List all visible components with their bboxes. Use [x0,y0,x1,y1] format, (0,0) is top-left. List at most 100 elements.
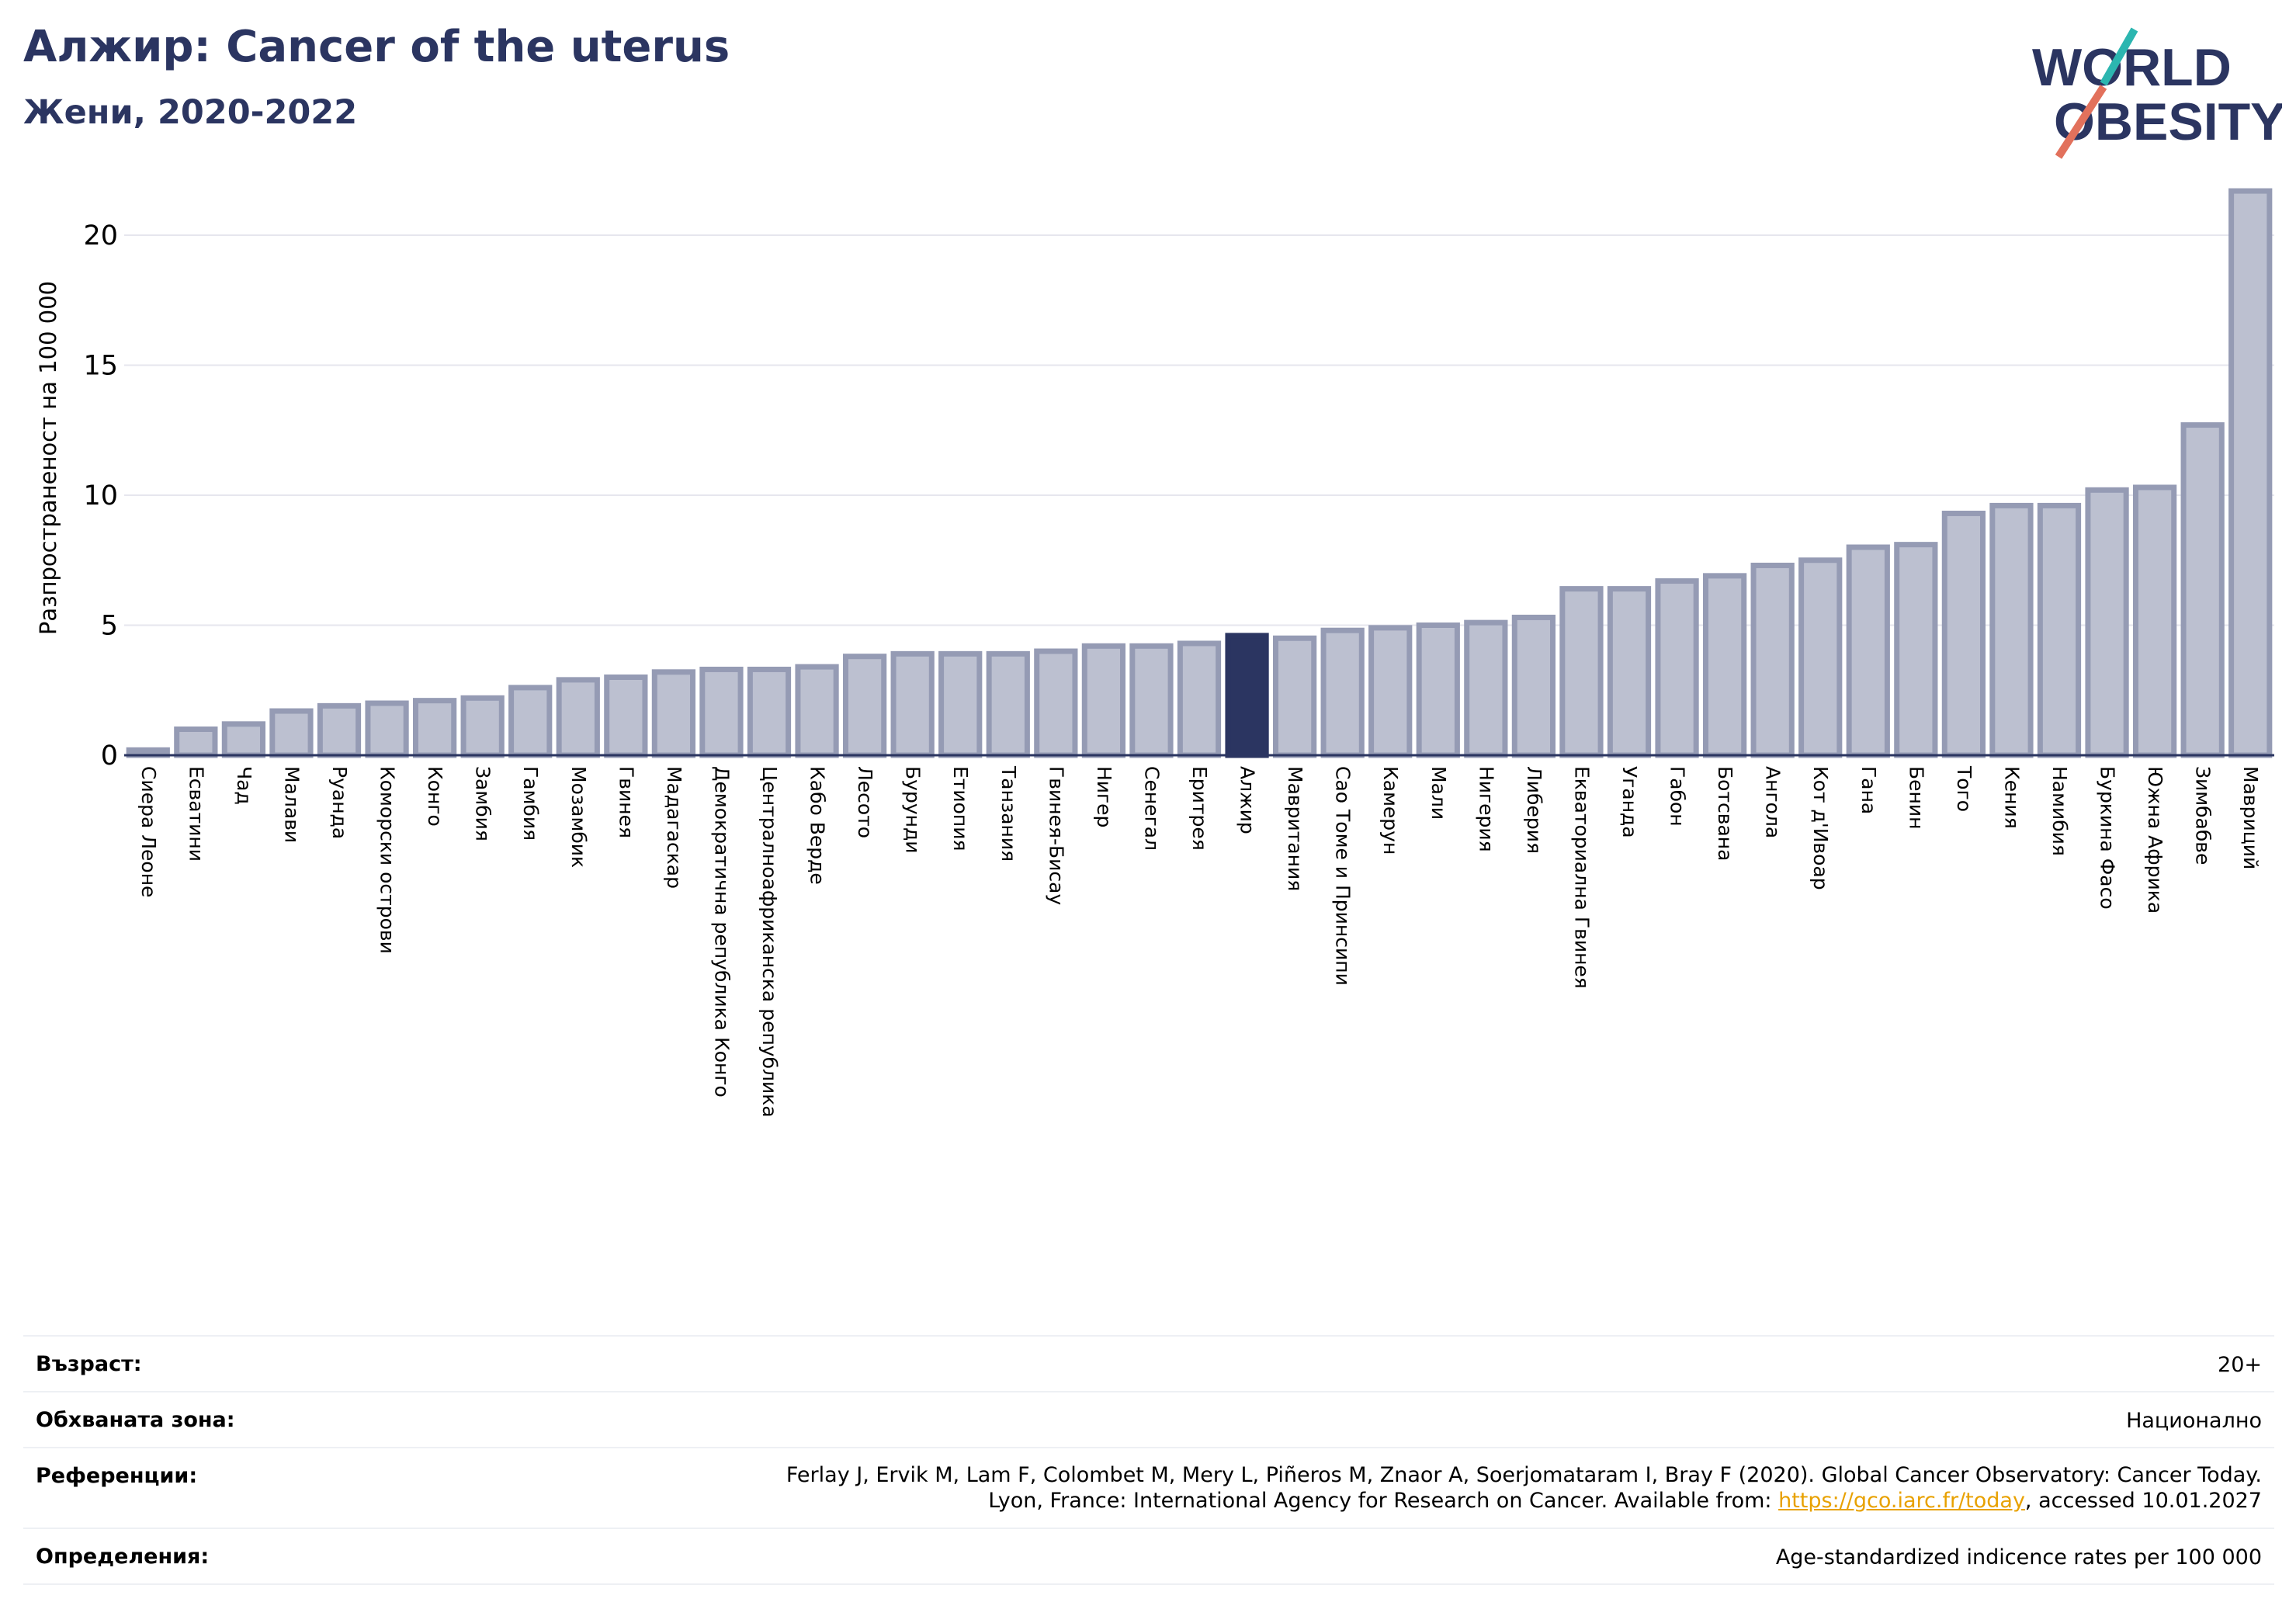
bar [1702,573,1747,758]
x-tick-label: Есватини [185,766,207,862]
x-tick-label: Замбия [472,766,494,841]
bar [1272,635,1317,758]
y-tick-label: 10 [83,480,118,512]
x-tick-label: Кабо Верде [806,766,829,885]
x-tick-label: Чад [233,766,255,805]
x-tick-label: Уганда [1618,766,1641,838]
y-axis-label: Разпространеност на 100 000 [35,281,61,635]
chart-title: Алжир: Cancer of the uterus [23,22,730,72]
bar [1416,622,1460,758]
y-tick-label: 5 [101,611,118,642]
bar [1750,562,1795,758]
x-tick-label: Мавритания [1284,766,1306,891]
bars [126,188,2273,758]
bar [221,721,266,758]
x-tick-label: Централноафриканска република [758,766,781,1118]
x-tick-label: Сао Томе и Принсипи [1332,766,1354,986]
x-tick-label: Нигер [1093,766,1115,827]
x-tick-label: Лесото [854,766,876,838]
info-value-definitions: Age-standardized indicence rates per 100… [1775,1545,2262,1569]
logo-line1: WORLD [2032,38,2232,97]
bar [1081,643,1126,758]
bar [1798,557,1843,758]
bar [1894,542,1938,758]
x-tick-label: Гамбия [519,766,542,841]
x-tick-label: Гвинея [615,766,637,838]
y-tick-label: 20 [83,220,118,251]
x-tick-label: Намибия [2048,766,2071,856]
reference-line2-pre: Lyon, France: International Agency for R… [988,1489,1779,1513]
bar [412,698,457,758]
x-tick-label: Еритрея [1188,766,1211,851]
bar [1034,648,1078,758]
reference-line2-post: , accessed 10.01.2027 [2024,1489,2262,1513]
chart-subtitle: Жени, 2020-2022 [23,93,358,132]
bar [604,675,648,758]
bar [174,727,218,758]
info-value-coverage: Национално [2126,1409,2262,1433]
x-tick-label: Мавриций [2239,766,2262,869]
x-tick-label: Коморски острови [376,766,399,954]
bar [1320,627,1365,758]
x-tick-label: Малави [280,766,303,843]
bar [1177,640,1222,758]
info-label-age: Възраст: [36,1352,142,1376]
bar [508,685,553,758]
bar [1464,619,1508,758]
info-table: Възраст: 20+ Обхваната зона: Национално … [23,1335,2274,1585]
x-tick-label: Сенегал [1140,766,1163,851]
info-row-age: Възраст: 20+ [23,1335,2274,1391]
x-tick-label: Конго [424,766,446,827]
y-tick-label: 0 [101,740,118,772]
bar [1941,510,1986,758]
bar [2132,484,2177,758]
reference-line2: Lyon, France: International Agency for R… [786,1488,2262,1514]
bar [1559,586,1604,758]
bar [986,650,1030,758]
world-obesity-logo: WORLD OBESITY [2032,27,2282,159]
x-tick-label: Зимбабве [2192,766,2214,865]
x-tick-label: Южна Африка [2144,766,2166,914]
bar-chart: 0 5 10 15 20 Сиера Леоне Есватини Чад Малави Руа… [35,188,2274,1118]
x-tick-label: Габон [1667,766,1689,827]
x-tick-label: Кот д'Ивоар [1809,766,1832,890]
x-tick-label: Буркина Фасо [2097,766,2119,910]
bar [365,700,409,758]
bar-highlighted [1225,633,1269,758]
bar [1511,614,1556,758]
info-value-references: Ferlay J, Ervik M, Lam F, Colombet M, Me… [786,1462,2262,1514]
bar [651,669,696,758]
bar [2228,188,2273,758]
bar [1607,586,1652,758]
x-tick-label: Ботсвана [1714,766,1736,861]
bar [269,708,314,758]
bar [699,666,744,758]
logo-slash-coral [2055,85,2107,159]
bar [2180,422,2225,758]
bar [938,650,983,758]
logo-slash-teal [2100,27,2138,86]
x-tick-label: Бурунди [902,766,924,854]
x-tick-label: Гвинея-Бисау [1045,766,1067,905]
bar [1129,643,1174,758]
x-tick-label: Танзания [997,765,1020,862]
bar [460,695,505,758]
x-tick-label: Мозамбик [567,766,590,868]
reference-link[interactable]: https://gco.iarc.fr/today [1778,1489,2025,1513]
bar [317,702,362,758]
y-tick-label: 15 [83,351,118,382]
bar [795,664,839,758]
x-tick-label: Алжир [1236,766,1259,834]
info-row-references: Референции: Ferlay J, Ervik M, Lam F, Co… [23,1447,2274,1528]
x-tick-label: Екваториална Гвинея [1570,766,1593,989]
bar [747,666,792,758]
info-row-coverage: Обхваната зона: Национално [23,1391,2274,1447]
y-ticks: 0 5 10 15 20 [83,220,118,772]
x-tick-label: Ангола [1762,766,1784,838]
x-tick-label: Нигерия [1475,766,1497,852]
info-label-coverage: Обхваната зона: [36,1408,235,1432]
info-label-definitions: Определения: [36,1545,210,1569]
bar [842,654,887,758]
bar [1846,544,1890,758]
x-tick-label: Етиопия [949,766,972,851]
